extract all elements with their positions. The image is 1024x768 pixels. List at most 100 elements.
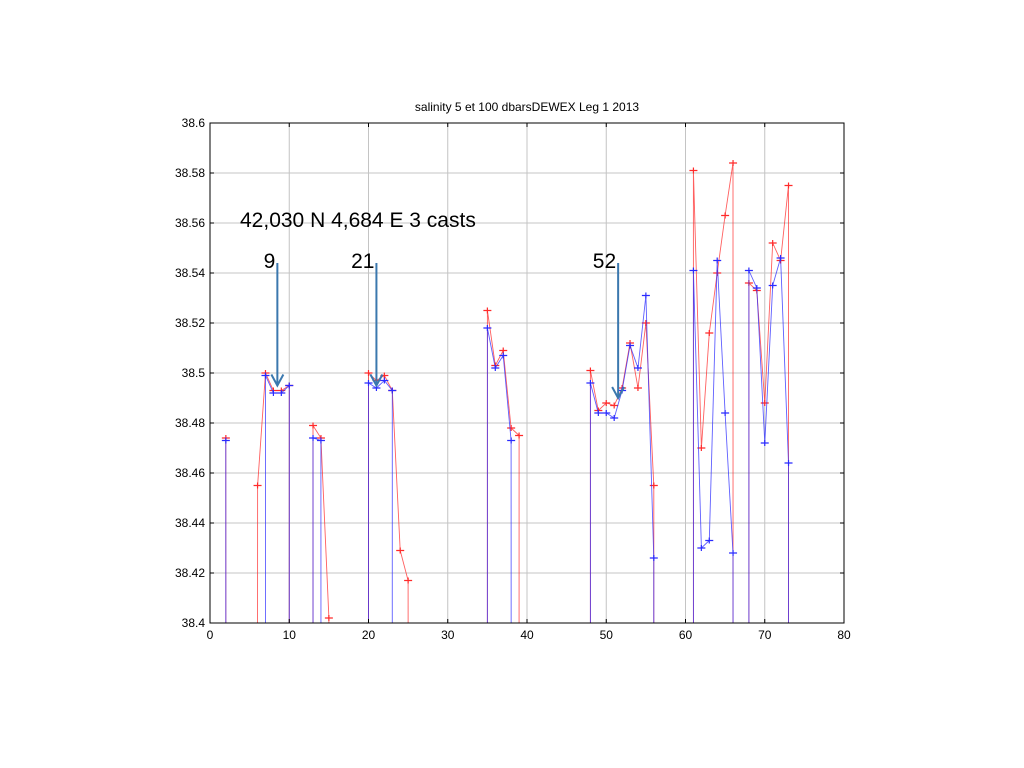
data-point <box>610 415 619 421</box>
data-point <box>784 182 793 189</box>
data-point <box>602 400 611 406</box>
data-point <box>269 390 278 396</box>
data-point <box>586 367 595 374</box>
data-point <box>610 402 619 409</box>
data-point <box>721 410 730 416</box>
data-point <box>499 352 508 359</box>
data-point <box>729 550 738 556</box>
data-point <box>768 240 777 246</box>
data-point <box>507 425 516 431</box>
y-tick-label: 38.4 <box>182 616 206 630</box>
data-point <box>491 365 500 371</box>
data-point <box>744 267 753 274</box>
series-line-0 <box>692 162 734 624</box>
data-point <box>309 435 318 441</box>
series-line-1 <box>748 257 789 624</box>
x-tick-label: 0 <box>207 628 214 642</box>
arrow-label: 9 <box>264 250 276 273</box>
y-tick-label: 38.58 <box>175 166 205 180</box>
arrow-label: 52 <box>593 250 616 273</box>
y-tick-label: 38.5 <box>182 366 206 380</box>
y-tick-label: 38.42 <box>175 566 205 580</box>
data-point <box>705 330 714 336</box>
location-annotation: 42,030 N 4,684 E 3 casts <box>240 209 476 232</box>
data-point <box>221 437 230 444</box>
data-point <box>277 390 286 396</box>
data-point <box>649 482 658 489</box>
data-point <box>594 410 603 416</box>
x-tick-label: 60 <box>679 628 693 642</box>
y-tick-label: 38.56 <box>175 216 205 230</box>
x-tick-label: 50 <box>600 628 614 642</box>
data-point <box>689 167 698 174</box>
data-point <box>626 342 635 349</box>
y-tick-label: 38.46 <box>175 466 205 480</box>
data-point <box>602 410 611 416</box>
data-point <box>309 422 318 429</box>
data-point <box>633 385 642 391</box>
arrow-head <box>611 386 626 401</box>
grid <box>210 123 844 623</box>
data-point <box>586 380 595 386</box>
chart-title: salinity 5 et 100 dbarsDEWEX Leg 1 2013 <box>415 100 639 114</box>
data-point <box>752 285 761 291</box>
x-tick-label: 80 <box>837 628 851 642</box>
data-point <box>253 482 262 489</box>
arrow-head <box>270 374 285 388</box>
series-line-0 <box>368 371 409 624</box>
data-point <box>388 387 397 394</box>
x-tick-label: 40 <box>520 628 534 642</box>
data-point <box>364 370 373 376</box>
data-point <box>649 555 658 561</box>
series-line-0 <box>748 185 789 624</box>
data-point <box>316 437 325 444</box>
arrow-annotations: 9 21 52 <box>264 250 626 401</box>
series-line-1 <box>692 260 734 624</box>
y-tick-label: 38.6 <box>182 116 206 130</box>
data-point <box>483 307 492 314</box>
data-point <box>705 537 714 544</box>
data-point <box>784 460 793 466</box>
series-line-1 <box>589 295 655 623</box>
series-line-1 <box>265 375 290 624</box>
series-line-1 <box>368 379 393 624</box>
data-point <box>713 257 722 264</box>
data-point <box>760 400 769 406</box>
x-tick-label: 30 <box>441 628 455 642</box>
data-point <box>633 365 642 371</box>
y-tick-label: 38.54 <box>175 266 205 280</box>
data-point <box>776 255 785 261</box>
data-point <box>507 437 516 444</box>
arrow-head <box>369 374 384 388</box>
axes: 0 10 20 30 40 50 60 70 80 38.4 38.42 38.44 38.46 38.4… <box>175 116 851 642</box>
data-point <box>768 282 777 289</box>
series-line-1 <box>312 437 322 624</box>
data-point <box>729 160 738 166</box>
series-line-0 <box>257 372 290 624</box>
series-1 <box>221 255 793 624</box>
data-point <box>324 615 333 621</box>
data-point <box>396 547 405 554</box>
y-tick-label: 38.44 <box>175 516 205 530</box>
x-tick-label: 10 <box>283 628 297 642</box>
data-point <box>760 440 769 446</box>
arrow-label: 21 <box>351 250 374 273</box>
y-tick-label: 38.52 <box>175 316 205 330</box>
data-point <box>285 382 294 389</box>
data-point <box>364 380 373 386</box>
data-point <box>721 212 730 219</box>
data-point <box>380 377 389 384</box>
x-tick-label: 70 <box>758 628 772 642</box>
data-point <box>261 372 270 379</box>
data-point <box>483 325 492 331</box>
data-point <box>515 432 524 439</box>
data-point <box>697 545 706 551</box>
data-point <box>404 577 413 584</box>
data-point <box>689 267 698 274</box>
series-layer <box>221 160 793 624</box>
x-tick-label: 20 <box>362 628 376 642</box>
data-point <box>641 292 650 299</box>
series-line-1 <box>486 327 512 624</box>
y-tick-label: 38.48 <box>175 416 205 430</box>
